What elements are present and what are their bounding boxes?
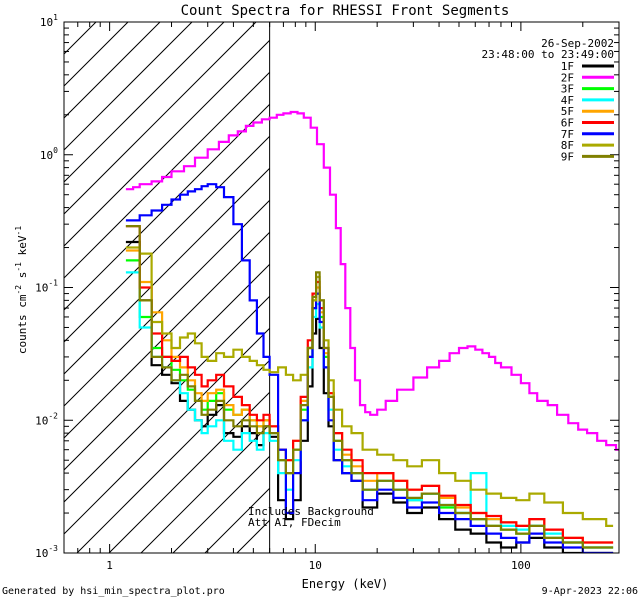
- legend-label-7F: 7F: [561, 128, 574, 141]
- footer-generated-by: Generated by hsi_min_spectra_plot.pro: [2, 586, 225, 597]
- x-tick-label: 100: [511, 559, 531, 572]
- date-label: 26-Sep-2002: [541, 37, 614, 50]
- y-label-exp-2: -1: [14, 262, 23, 272]
- legend-label-9F: 9F: [561, 150, 574, 163]
- y-tick-label: 101: [40, 13, 58, 29]
- legend-label-1F: 1F: [561, 60, 574, 73]
- y-tick-label: 10-2: [35, 411, 58, 427]
- annotation-attenuator: Att A1, FDecim: [248, 516, 341, 529]
- x-tick-label: 10: [309, 559, 322, 572]
- y-label-exp-1: -2: [14, 285, 23, 295]
- time-range-label: 23:48:00 to 23:49:00: [482, 48, 614, 61]
- y-tick-label: 100: [40, 146, 58, 162]
- footer-timestamp: 9-Apr-2023 22:06: [542, 586, 638, 597]
- hatch-lines: [63, 21, 270, 554]
- legend-label-5F: 5F: [561, 105, 574, 118]
- legend-label-6F: 6F: [561, 117, 574, 130]
- x-axis-label: Energy (keV): [302, 577, 389, 591]
- series-9F: [125, 225, 614, 549]
- excluded-region-hatch: [63, 21, 271, 554]
- y-label-mid: s: [16, 272, 29, 285]
- chart-title: Count Spectra for RHESSI Front Segments: [181, 3, 510, 19]
- y-tick-label: 10-1: [35, 279, 58, 295]
- series-8F: [125, 246, 614, 527]
- y-axis-label: counts cm-2 s-1 keV-1: [14, 226, 29, 354]
- y-label-base: counts cm: [16, 294, 29, 354]
- y-label-unit: keV: [16, 235, 29, 262]
- legend-label-3F: 3F: [561, 83, 574, 96]
- legend-label-4F: 4F: [561, 94, 574, 107]
- series-layer: [125, 110, 619, 553]
- y-tick-label: 10-3: [35, 544, 58, 560]
- legend-label-8F: 8F: [561, 139, 574, 152]
- series-2F: [125, 110, 619, 451]
- x-tick-label: 1: [106, 559, 113, 572]
- y-label-exp-3: -1: [14, 226, 23, 236]
- legend-label-2F: 2F: [561, 71, 574, 84]
- x-axis: 1 10 100: [63, 22, 620, 572]
- annotation-background: Includes Background: [248, 505, 374, 518]
- y-axis: 101 100 10-1 10-2 10-3: [35, 13, 619, 560]
